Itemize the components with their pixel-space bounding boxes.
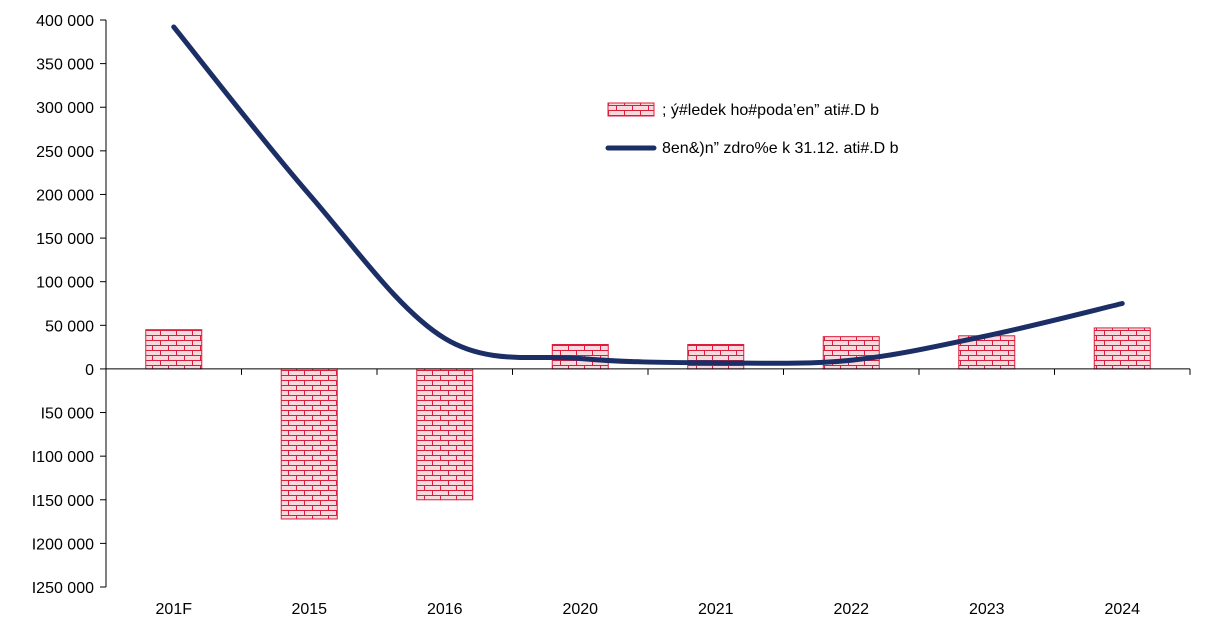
- x-tick-label: 2021: [698, 601, 734, 618]
- axes: 400 000 350 000 300 000 250 000 200 000 150 0…: [32, 13, 1191, 618]
- line-point: [1121, 303, 1123, 304]
- line-point: [579, 357, 581, 359]
- line-series: [171, 24, 1125, 366]
- y-tick-label: I100 000: [32, 449, 94, 466]
- line-point: [308, 193, 310, 195]
- bar: [1093, 327, 1151, 370]
- x-tick-label: 2022: [833, 601, 869, 618]
- line-point: [715, 362, 717, 364]
- legend-label-bars: ; ý#ledek ho#poda’en” ati#.D b: [662, 102, 879, 119]
- y-tick-label: 150 000: [36, 231, 94, 248]
- y-tick-label: I250 000: [32, 580, 94, 597]
- y-tick-label: I200 000: [32, 536, 94, 553]
- y-tick-label: 400 000: [36, 13, 94, 30]
- bar-series: [145, 327, 1151, 520]
- bar: [280, 368, 338, 520]
- y-tick-label: 350 000: [36, 57, 94, 74]
- y-tick-label: I150 000: [32, 493, 94, 510]
- legend-swatch-bars: [607, 102, 655, 117]
- y-tick-label: 300 000: [36, 100, 94, 117]
- x-tick-label: 2020: [562, 601, 598, 618]
- y-tick-label: 250 000: [36, 144, 94, 161]
- y-tick-label: 0: [85, 362, 94, 379]
- y-tick-label: 200 000: [36, 187, 94, 204]
- line-point: [850, 359, 852, 361]
- x-tick-label: 201F: [156, 601, 193, 618]
- y-tick-label: 100 000: [36, 275, 94, 292]
- x-tick-label: 2016: [427, 601, 463, 618]
- line-point: [986, 335, 988, 337]
- line-point: [173, 26, 175, 28]
- x-tick-label: 2015: [291, 601, 327, 618]
- legend-label-line: 8en&)n” zdro%e k 31.12. ati#.D b: [662, 140, 899, 157]
- bar: [416, 368, 474, 501]
- legend: ; ý#ledek ho#poda’en” ati#.D b 8en&)n” z…: [605, 102, 899, 157]
- y-tick-label: I50 000: [41, 406, 94, 423]
- bar: [145, 329, 203, 370]
- x-tick-label: 2024: [1104, 601, 1140, 618]
- line-point: [444, 337, 446, 339]
- x-tick-label: 2023: [969, 601, 1005, 618]
- y-tick-label: 50 000: [45, 318, 94, 335]
- series-line: [171, 24, 1125, 366]
